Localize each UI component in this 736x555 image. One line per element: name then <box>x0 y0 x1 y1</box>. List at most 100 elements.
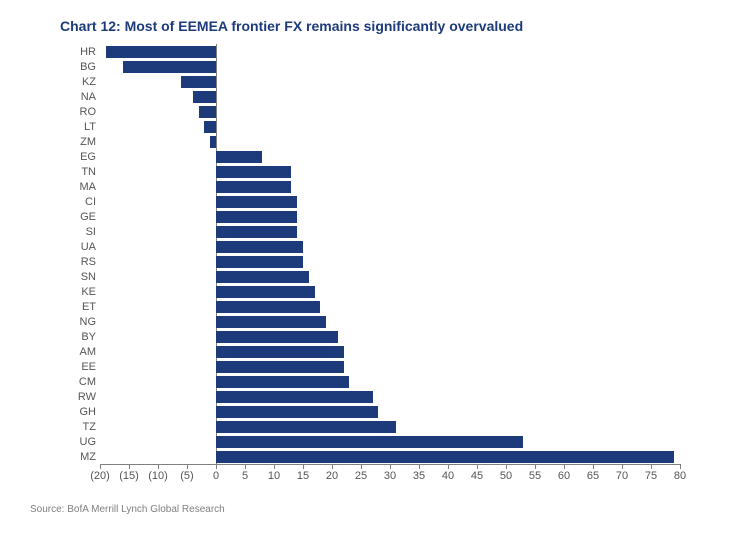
y-tick-label: SI <box>60 226 96 238</box>
x-tick <box>419 464 420 469</box>
x-tick <box>477 464 478 469</box>
x-tick <box>187 464 188 469</box>
bar <box>216 331 338 343</box>
bar <box>216 301 320 313</box>
bar <box>216 226 297 238</box>
y-tick-label: EG <box>60 151 96 163</box>
x-tick-label: 65 <box>578 470 608 482</box>
x-tick-label: 0 <box>201 470 231 482</box>
bar <box>216 151 262 163</box>
x-tick-label: 50 <box>491 470 521 482</box>
x-tick-label: 40 <box>433 470 463 482</box>
x-tick-label: 75 <box>636 470 666 482</box>
y-tick-label: ZM <box>60 136 96 148</box>
chart-source: Source: BofA Merrill Lynch Global Resear… <box>30 504 225 515</box>
y-tick-label: KZ <box>60 76 96 88</box>
bar <box>216 196 297 208</box>
bar <box>216 211 297 223</box>
y-tick-label: KE <box>60 286 96 298</box>
x-tick-label: 70 <box>607 470 637 482</box>
bar <box>216 166 291 178</box>
x-tick <box>390 464 391 469</box>
x-tick <box>448 464 449 469</box>
bar <box>204 121 216 133</box>
x-tick <box>535 464 536 469</box>
y-tick-label: NA <box>60 91 96 103</box>
x-tick-label: 55 <box>520 470 550 482</box>
x-tick-label: 35 <box>404 470 434 482</box>
x-tick-label: (10) <box>143 470 173 482</box>
y-tick-label: TN <box>60 166 96 178</box>
x-tick <box>361 464 362 469</box>
x-tick <box>564 464 565 469</box>
x-tick <box>158 464 159 469</box>
y-tick-label: HR <box>60 46 96 58</box>
bar <box>216 376 349 388</box>
bar <box>216 286 315 298</box>
y-tick-label: UA <box>60 241 96 253</box>
plot-area: (20)(15)(10)(5)0510152025303540455055606… <box>60 44 680 482</box>
x-tick <box>245 464 246 469</box>
y-tick-label: AM <box>60 346 96 358</box>
y-tick-label: LT <box>60 121 96 133</box>
x-tick <box>216 464 217 469</box>
y-tick-label: BY <box>60 331 96 343</box>
x-tick-label: 25 <box>346 470 376 482</box>
x-tick <box>622 464 623 469</box>
y-tick-label: RS <box>60 256 96 268</box>
x-tick-label: 20 <box>317 470 347 482</box>
y-tick-label: RO <box>60 106 96 118</box>
bar <box>193 91 216 103</box>
x-tick <box>100 464 101 469</box>
x-tick-label: 45 <box>462 470 492 482</box>
x-tick <box>332 464 333 469</box>
x-tick-label: 80 <box>665 470 695 482</box>
x-tick-label: (15) <box>114 470 144 482</box>
bar <box>216 241 303 253</box>
y-tick-label: NG <box>60 316 96 328</box>
x-tick-label: 10 <box>259 470 289 482</box>
x-tick-label: 60 <box>549 470 579 482</box>
bar <box>216 391 373 403</box>
bar <box>216 181 291 193</box>
y-tick-label: EE <box>60 361 96 373</box>
x-tick-label: (5) <box>172 470 202 482</box>
bar <box>216 451 674 463</box>
x-tick <box>680 464 681 469</box>
bar <box>181 76 216 88</box>
x-tick-label: 15 <box>288 470 318 482</box>
y-tick-label: GE <box>60 211 96 223</box>
y-tick-label: SN <box>60 271 96 283</box>
y-tick-label: ET <box>60 301 96 313</box>
bar <box>216 361 344 373</box>
chart-container: Chart 12: Most of EEMEA frontier FX rema… <box>0 0 736 555</box>
bar <box>216 421 396 433</box>
x-tick <box>274 464 275 469</box>
y-tick-label: GH <box>60 406 96 418</box>
x-tick <box>129 464 130 469</box>
x-tick <box>593 464 594 469</box>
bar <box>123 61 216 73</box>
bar <box>216 271 309 283</box>
y-tick-label: BG <box>60 61 96 73</box>
bar <box>210 136 216 148</box>
bar <box>216 256 303 268</box>
y-tick-label: MZ <box>60 451 96 463</box>
y-tick-label: MA <box>60 181 96 193</box>
chart-title: Chart 12: Most of EEMEA frontier FX rema… <box>60 18 706 34</box>
x-tick <box>303 464 304 469</box>
bar <box>216 316 326 328</box>
x-tick-label: 5 <box>230 470 260 482</box>
bar <box>106 46 216 58</box>
y-tick-label: TZ <box>60 421 96 433</box>
y-tick-label: CI <box>60 196 96 208</box>
y-tick-label: CM <box>60 376 96 388</box>
bar <box>199 106 216 118</box>
x-tick-label: 30 <box>375 470 405 482</box>
x-tick <box>651 464 652 469</box>
bar <box>216 346 344 358</box>
bar <box>216 436 523 448</box>
y-tick-label: UG <box>60 436 96 448</box>
bar <box>216 406 378 418</box>
y-tick-label: RW <box>60 391 96 403</box>
